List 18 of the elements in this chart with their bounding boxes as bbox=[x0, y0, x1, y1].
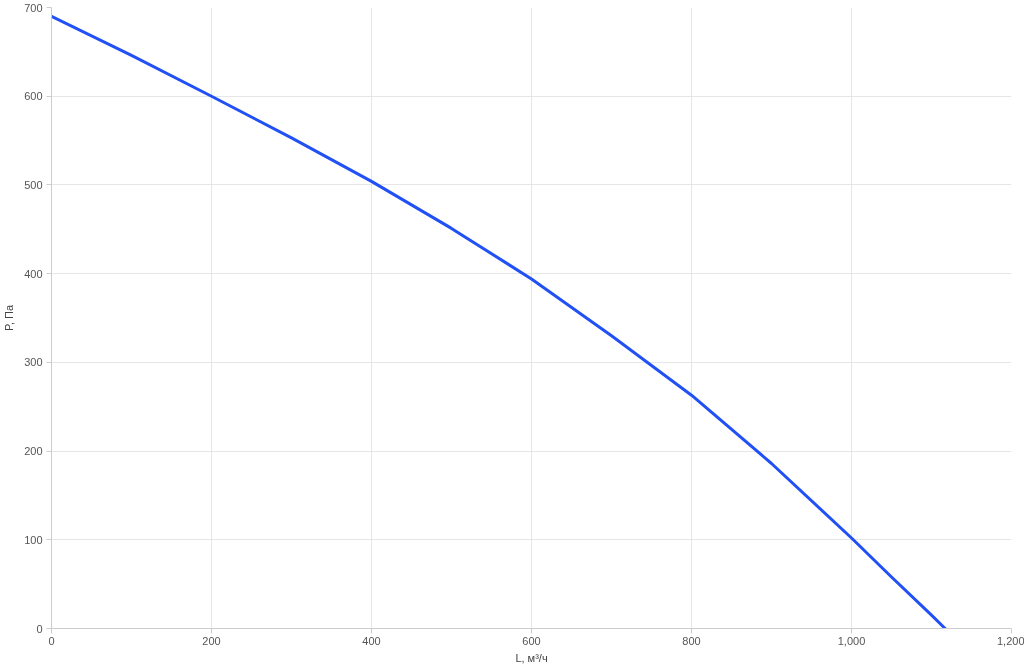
x-tick-label: 0 bbox=[48, 634, 55, 647]
x-tick-label: 1,200 bbox=[996, 634, 1024, 647]
x-tick-label: 200 bbox=[202, 634, 221, 647]
x-tick-label: 600 bbox=[522, 634, 541, 647]
line-series bbox=[51, 14, 947, 629]
y-tick-label: 100 bbox=[24, 533, 43, 546]
y-tick-label: 600 bbox=[24, 90, 43, 103]
y-tick-label: 300 bbox=[24, 356, 43, 369]
y-tick-label: 0 bbox=[36, 622, 43, 635]
y-tick-label: 200 bbox=[24, 445, 43, 458]
x-tick-label: 400 bbox=[362, 634, 381, 647]
x-tick-label: 1,000 bbox=[837, 634, 866, 647]
y-tick-label: 500 bbox=[24, 178, 43, 191]
y-tick-label: 700 bbox=[24, 1, 43, 14]
x-axis-title: L, м³/ч bbox=[515, 651, 548, 664]
x-tick-label: 800 bbox=[682, 634, 701, 647]
y-tick-label: 400 bbox=[24, 267, 43, 280]
y-axis-title: P, Па bbox=[3, 304, 16, 332]
